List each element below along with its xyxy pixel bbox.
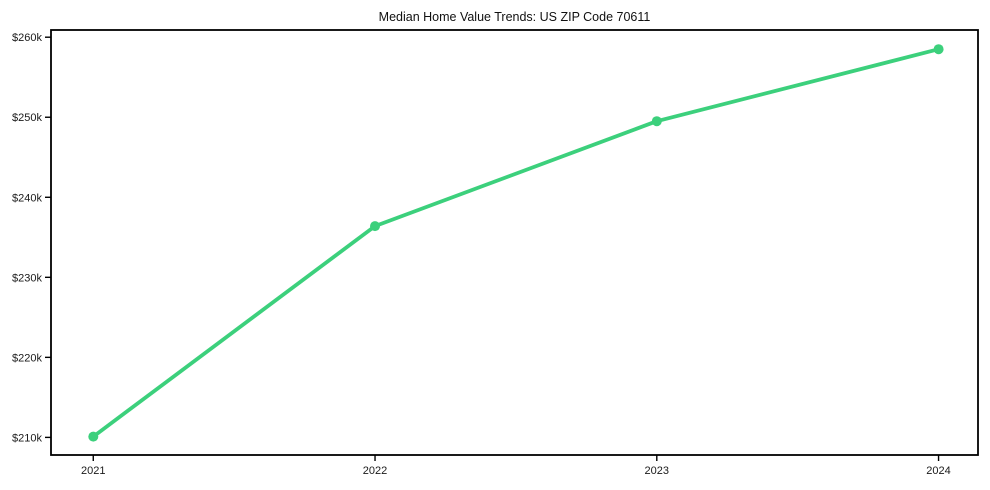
x-tick-label: 2021 xyxy=(81,465,105,477)
trend-line xyxy=(91,47,941,439)
x-axis: 2021 2022 2023 2024 xyxy=(81,455,951,477)
x-tick-label: 2022 xyxy=(363,465,387,477)
y-tick-label: $210k xyxy=(12,432,42,444)
x-tick-label: 2023 xyxy=(645,465,669,477)
y-tick-label: $240k xyxy=(12,192,42,204)
data-point xyxy=(933,44,944,55)
y-tick-label: $220k xyxy=(12,352,42,364)
data-point xyxy=(370,221,380,232)
chart-title: Median Home Value Trends: US ZIP Code 70… xyxy=(379,10,651,24)
y-tick-label: $260k xyxy=(12,32,42,44)
plot-frame xyxy=(50,29,979,456)
series-line xyxy=(88,44,944,442)
data-point xyxy=(88,431,99,442)
y-tick-label: $250k xyxy=(12,112,42,124)
data-point xyxy=(651,116,662,127)
x-tick-label: 2024 xyxy=(926,465,950,477)
y-axis: $210k $220k $230k $240k $250k $260k xyxy=(12,32,51,444)
y-tick-label: $230k xyxy=(12,272,42,284)
